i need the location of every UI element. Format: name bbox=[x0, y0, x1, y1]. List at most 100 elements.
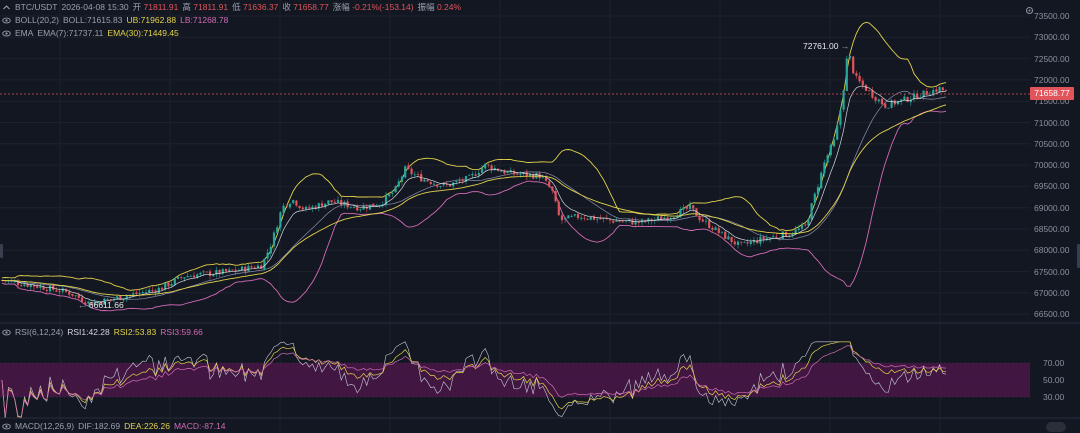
candle bbox=[493, 165, 496, 172]
candle bbox=[890, 98, 893, 109]
candle bbox=[32, 284, 36, 291]
boll-name: BOLL(20,2) bbox=[15, 15, 59, 25]
candle bbox=[871, 87, 874, 100]
price-tick: 73500.00 bbox=[1034, 11, 1070, 21]
eye-icon[interactable] bbox=[2, 29, 11, 38]
candle bbox=[84, 299, 87, 307]
right-pane-handle[interactable] bbox=[1077, 244, 1080, 268]
candle bbox=[68, 289, 71, 298]
candle bbox=[701, 216, 704, 223]
candle bbox=[279, 211, 282, 232]
candle bbox=[804, 222, 807, 227]
candle bbox=[93, 299, 96, 306]
candle bbox=[394, 185, 397, 193]
candle bbox=[695, 207, 698, 217]
candle bbox=[192, 272, 196, 278]
candle bbox=[180, 275, 183, 280]
rsi3-line bbox=[1, 345, 947, 419]
close-label: 收 bbox=[282, 2, 291, 12]
candle bbox=[464, 175, 468, 185]
chevron-up-icon[interactable] bbox=[2, 3, 11, 12]
rsi-name: RSI(6,12,24) bbox=[15, 327, 64, 337]
candle bbox=[64, 288, 68, 294]
candle bbox=[509, 167, 512, 173]
macd-name: MACD(12,26,9) bbox=[15, 421, 75, 431]
macd-legend: MACD(12,26,9) DIF:182.69 DEA:226.26 MACD… bbox=[0, 420, 225, 433]
dea-value: DEA:226.26 bbox=[124, 421, 170, 431]
candle bbox=[855, 70, 858, 79]
candle bbox=[660, 212, 663, 220]
eye-icon[interactable] bbox=[2, 16, 11, 25]
rsi1-value: RSI1:42.28 bbox=[67, 327, 110, 337]
low-annotation: ← 66611.66 bbox=[78, 300, 124, 310]
candle bbox=[272, 230, 276, 250]
candle bbox=[816, 184, 820, 198]
candle bbox=[343, 200, 346, 209]
ema-legend: EMA EMA(7):71737.11 EMA(30):71449.45 bbox=[0, 27, 179, 40]
candle bbox=[381, 201, 384, 208]
candle bbox=[439, 185, 442, 189]
rsi-tick: 30.00 bbox=[1043, 392, 1065, 402]
candle bbox=[404, 165, 407, 179]
candle bbox=[397, 178, 400, 188]
candle bbox=[221, 267, 224, 276]
change-value: -0.21%(-153.14) bbox=[352, 2, 414, 12]
candle bbox=[484, 163, 487, 172]
candle bbox=[720, 231, 724, 235]
candle bbox=[218, 269, 221, 277]
candle bbox=[285, 205, 288, 209]
gear-icon[interactable] bbox=[1024, 3, 1035, 15]
eye-icon[interactable] bbox=[2, 422, 11, 431]
candle bbox=[692, 205, 695, 213]
candle bbox=[160, 286, 164, 290]
candle bbox=[234, 266, 237, 275]
candle bbox=[20, 281, 23, 287]
candle bbox=[58, 287, 61, 296]
eye-icon[interactable] bbox=[2, 328, 11, 337]
price-tick: 71500.00 bbox=[1034, 96, 1070, 107]
candle bbox=[212, 273, 215, 277]
ema7-line bbox=[1, 85, 947, 303]
candle bbox=[240, 265, 244, 272]
high-label: 高 bbox=[182, 2, 191, 12]
candle bbox=[727, 232, 730, 240]
candle bbox=[717, 225, 720, 237]
candle bbox=[80, 293, 84, 303]
candle bbox=[452, 181, 455, 190]
candle bbox=[36, 284, 39, 289]
candle bbox=[266, 248, 269, 262]
change-label: 涨幅 bbox=[332, 2, 350, 12]
price-tick: 70000.00 bbox=[1034, 160, 1070, 171]
left-pane-handle[interactable] bbox=[0, 244, 3, 258]
candle bbox=[647, 217, 650, 225]
candle bbox=[615, 217, 618, 222]
candle bbox=[909, 96, 912, 106]
candle bbox=[304, 205, 308, 212]
candle bbox=[781, 231, 784, 240]
candle bbox=[589, 216, 592, 221]
price-tick: 66500.00 bbox=[1034, 309, 1070, 320]
candle bbox=[42, 284, 45, 291]
candle bbox=[298, 205, 301, 210]
candle bbox=[282, 203, 285, 216]
rsi-legend: RSI(6,12,24) RSI1:42.28 RSI2:53.83 RSI3:… bbox=[0, 326, 203, 339]
candle bbox=[544, 174, 548, 183]
price-tick: 72500.00 bbox=[1034, 53, 1070, 64]
candle bbox=[602, 217, 605, 223]
candle bbox=[426, 179, 429, 183]
candle bbox=[87, 300, 90, 307]
candle bbox=[896, 100, 900, 106]
candle bbox=[576, 211, 580, 220]
candle bbox=[704, 217, 708, 225]
boll-mid-line bbox=[1, 90, 947, 300]
candle bbox=[580, 214, 583, 221]
datetime: 2026-04-08 15:30 bbox=[61, 2, 129, 12]
candle bbox=[736, 239, 740, 249]
scroll-to-realtime-button[interactable] bbox=[1046, 422, 1066, 432]
candle bbox=[372, 203, 375, 207]
price-tick: 73000.00 bbox=[1034, 32, 1070, 43]
candle bbox=[365, 203, 368, 213]
candle bbox=[564, 217, 567, 223]
low-value: 71636.37 bbox=[242, 2, 279, 12]
